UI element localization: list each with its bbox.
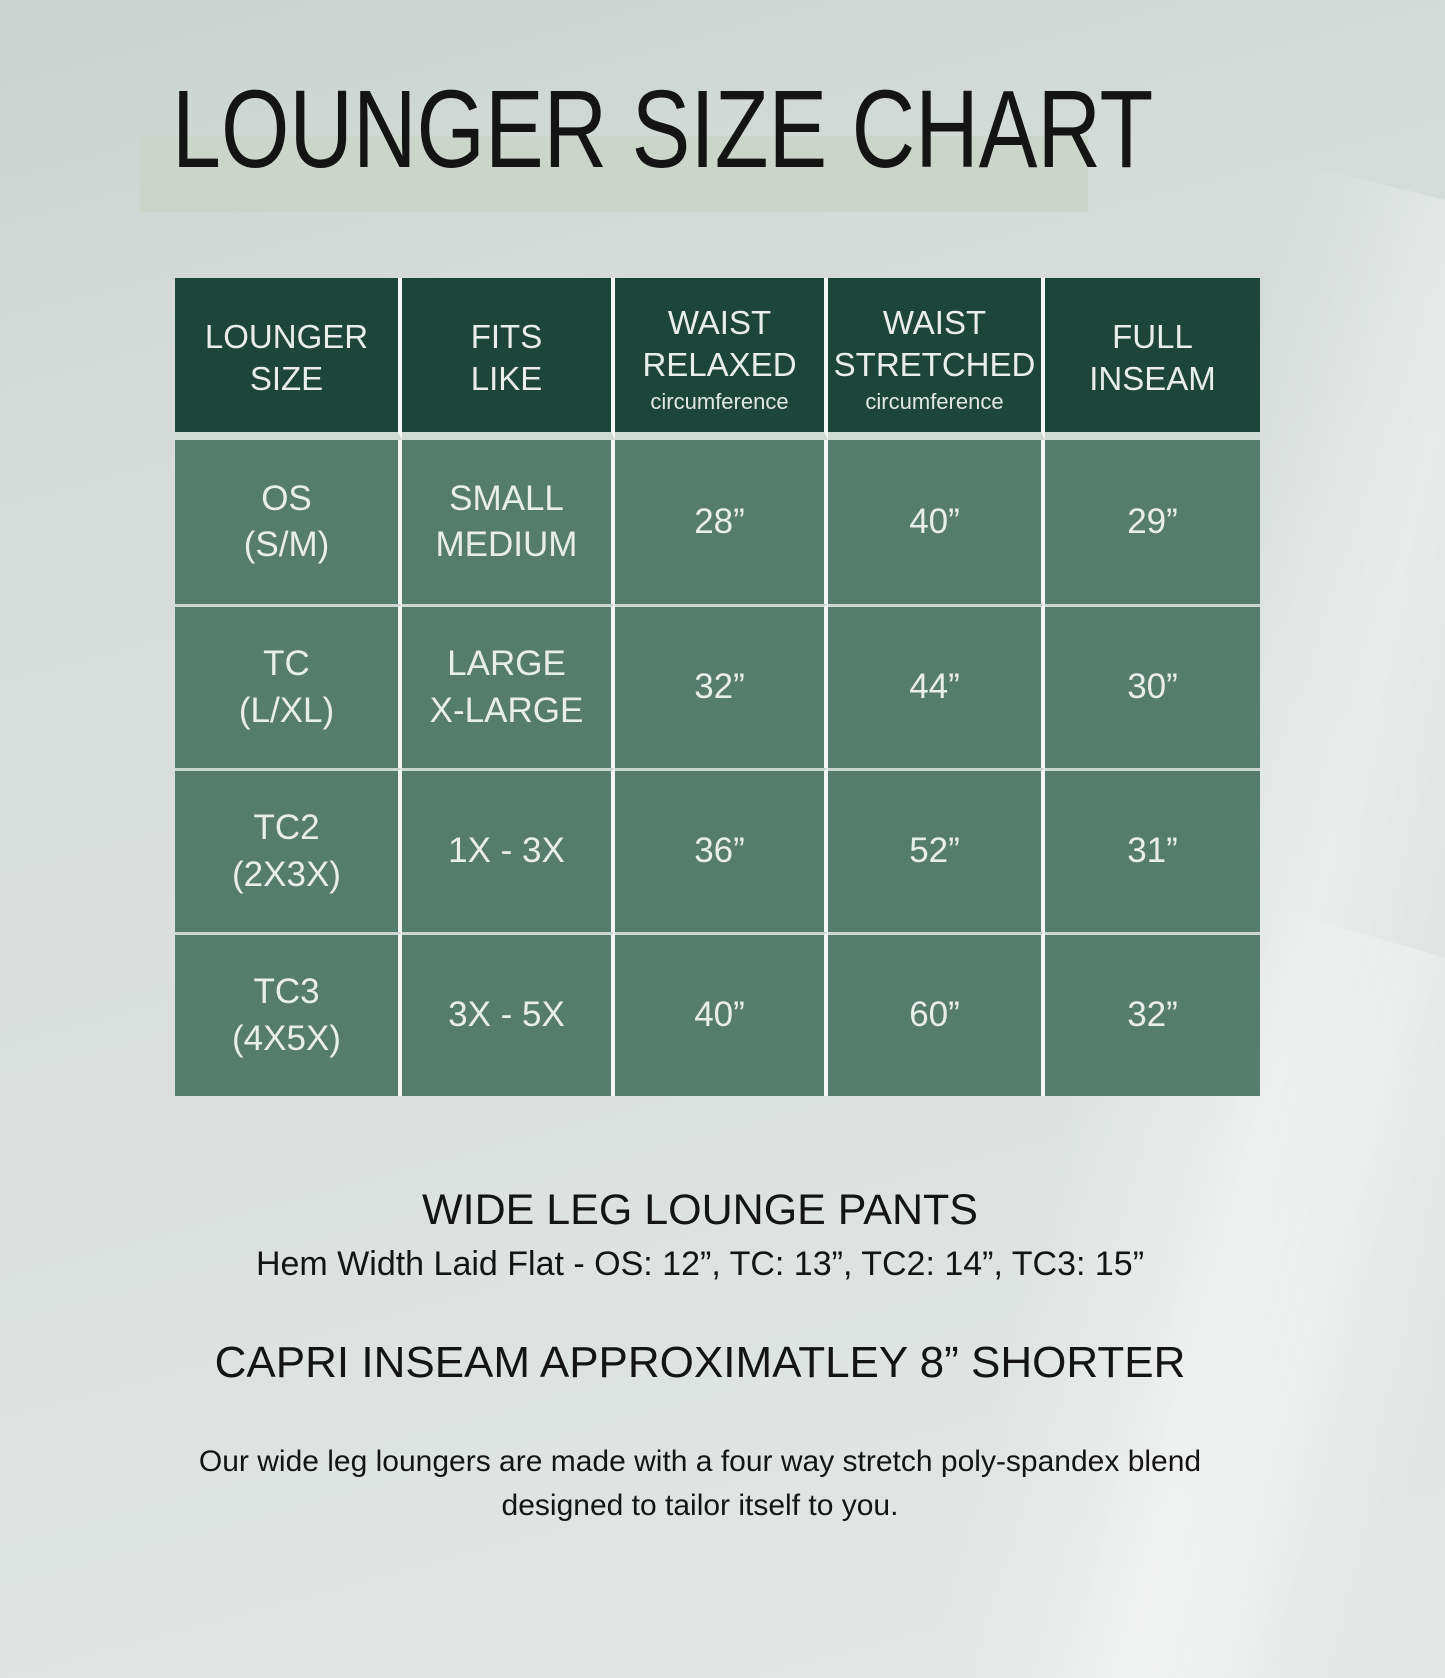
column-header-label: FULL INSEAM [1089,317,1216,397]
column-header-subtext: circumference [865,388,1004,414]
page-title: LOUNGER SIZE CHART [172,68,1154,191]
column-header-label: LOUNGER SIZE [204,317,369,397]
table-cell: TC3 (4X5X) [175,932,402,1096]
column-header-waist-stretched: WAIST STRETCHED circumference [828,278,1045,440]
table-cell: SMALL MEDIUM [402,440,615,604]
product-heading: WIDE LEG LOUNGE PANTS [422,1186,978,1234]
table-cell: 52” [828,768,1045,932]
table-cell: 1X - 3X [402,768,615,932]
hem-width-note: Hem Width Laid Flat - OS: 12”, TC: 13”, … [255,1245,1145,1283]
table-cell: 40” [828,440,1045,604]
table-cell: 3X - 5X [402,932,615,1096]
table-row-tc: TC (L/XL) LARGE X-LARGE 32” 44” 30” [175,604,1260,768]
table-cell: TC2 (2X3X) [175,768,402,932]
column-header-label: FITS LIKE [470,317,543,397]
column-header-waist-relaxed: WAIST RELAXED circumference [615,278,828,440]
table-header-row: LOUNGER SIZE FITS LIKE WAIST RELAXED cir… [175,278,1260,440]
title-highlight-band [140,136,1088,212]
table-cell: OS (S/M) [175,440,402,604]
column-header-subtext: circumference [650,388,789,414]
table-cell: LARGE X-LARGE [402,604,615,768]
column-header-full-inseam: FULL INSEAM [1045,278,1260,440]
table-cell: 28” [615,440,828,604]
table-cell: 31” [1045,768,1260,932]
column-header-fits-like: FITS LIKE [402,278,615,440]
table-cell: TC (L/XL) [175,604,402,768]
table-row-os: OS (S/M) SMALL MEDIUM 28” 40” 29” [175,440,1260,604]
table-cell: 44” [828,604,1045,768]
column-header-label: WAIST RELAXED [642,304,797,384]
fabric-note: Our wide leg loungers are made with a fo… [198,1445,1202,1522]
table-body: OS (S/M) SMALL MEDIUM 28” 40” 29” TC (L/… [175,440,1260,1096]
table-cell: 60” [828,932,1045,1096]
table-cell: 32” [1045,932,1260,1096]
table-cell: 29” [1045,440,1260,604]
capri-inseam-note: CAPRI INSEAM APPROXIMATLEY 8” SHORTER [214,1338,1186,1387]
table-row-tc3: TC3 (4X5X) 3X - 5X 40” 60” 32” [175,932,1260,1096]
column-header-label: WAIST STRETCHED [833,304,1036,384]
size-chart-table: LOUNGER SIZE FITS LIKE WAIST RELAXED cir… [175,278,1260,1096]
table-cell: 32” [615,604,828,768]
column-header-lounger-size: LOUNGER SIZE [175,278,402,440]
table-cell: 40” [615,932,828,1096]
table-cell: 36” [615,768,828,932]
table-cell: 30” [1045,604,1260,768]
table-row-tc2: TC2 (2X3X) 1X - 3X 36” 52” 31” [175,768,1260,932]
